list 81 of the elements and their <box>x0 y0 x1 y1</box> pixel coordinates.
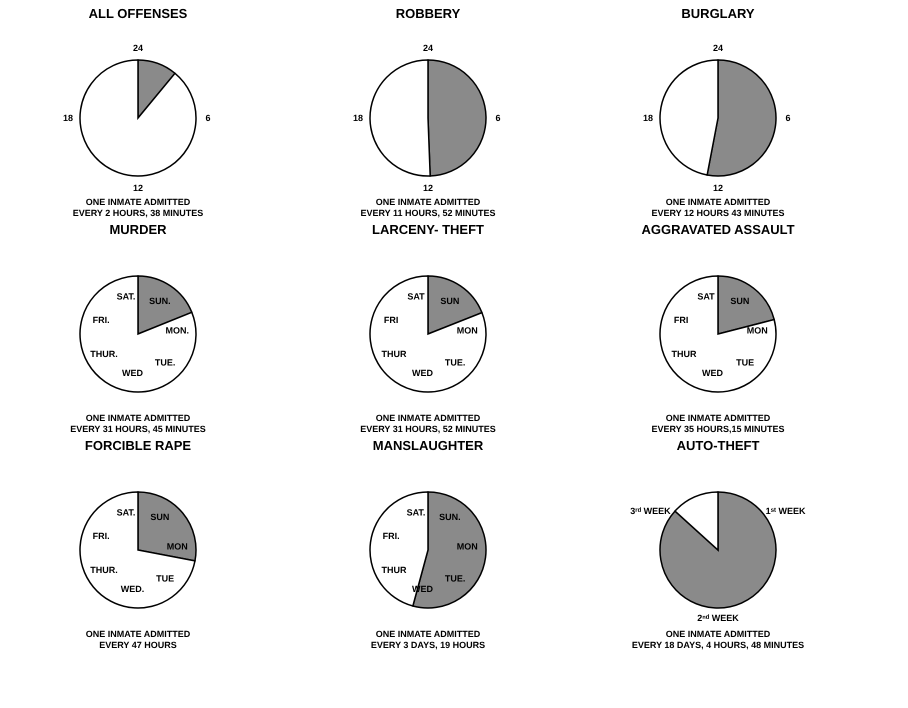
text: TUE <box>156 574 174 584</box>
text: FRI. <box>382 530 400 541</box>
text: SUN. <box>439 512 461 522</box>
text: ONE INMATE ADMITTED <box>86 629 191 639</box>
pie-slice <box>79 491 196 609</box>
chart-title: AUTO-THEFT <box>676 438 760 453</box>
text: THUR <box>382 565 408 576</box>
text: FRI. <box>92 314 110 325</box>
text: MON <box>456 326 478 336</box>
text: 6 <box>205 113 211 123</box>
pie-slice <box>79 59 197 177</box>
text: TUE. <box>154 358 176 368</box>
chart-title: ROBBERY <box>396 6 461 21</box>
text: 2ⁿᵈ WEEK <box>697 613 740 623</box>
text: 24 <box>132 43 144 53</box>
text: SUN <box>440 296 460 306</box>
text: 24 <box>422 43 434 53</box>
text: MON. <box>166 326 190 336</box>
text: 18 <box>62 113 74 123</box>
text: ONE INMATE ADMITTED <box>666 413 771 423</box>
chart-title: AGGRAVATED ASSAULT <box>641 222 795 237</box>
pie-slice <box>659 275 777 393</box>
text: SAT. <box>406 507 426 518</box>
text: SAT. <box>116 507 136 518</box>
text: MON <box>746 326 768 336</box>
pie-slice <box>79 275 197 393</box>
text: 3ʳᵈ WEEK <box>630 506 672 516</box>
text: TUE. <box>444 358 466 368</box>
text: 12 <box>132 183 144 193</box>
text: WED. <box>120 584 144 594</box>
text: 12 <box>712 183 724 193</box>
text: EVERY 12 HOURS 43 MINUTES <box>651 208 785 218</box>
text: ONE INMATE ADMITTED <box>376 413 481 423</box>
text: EVERY 2 HOURS, 38 MINUTES <box>72 208 204 218</box>
chart-title: MANSLAUGHTER <box>372 438 484 453</box>
pie-slice <box>369 275 487 393</box>
text: WED <box>122 368 144 378</box>
chart-title: ALL OFFENSES <box>88 6 188 21</box>
text: MON <box>456 542 478 552</box>
text: FRI <box>384 314 398 325</box>
text: ONE INMATE ADMITTED <box>86 197 191 207</box>
text: SAT <box>407 291 426 302</box>
text: 12 <box>422 183 434 193</box>
chart-title: FORCIBLE RAPE <box>84 438 192 453</box>
text: ONE INMATE ADMITTED <box>376 197 481 207</box>
text: SUN <box>150 512 170 522</box>
text: MON <box>166 542 188 552</box>
text: EVERY 35 HOURS,15 MINUTES <box>651 424 785 434</box>
text: TUE. <box>444 574 466 584</box>
text: ONE INMATE ADMITTED <box>86 413 191 423</box>
text: SUN <box>730 296 750 306</box>
text: THUR <box>672 349 698 360</box>
text: EVERY 11 HOURS, 52 MINUTES <box>360 208 496 218</box>
text: EVERY 31 HOURS, 45 MINUTES <box>70 424 206 434</box>
text: FRI <box>674 314 688 325</box>
text: ONE INMATE ADMITTED <box>666 197 771 207</box>
text: 6 <box>785 113 791 123</box>
text: EVERY 3 DAYS, 19 HOURS <box>370 640 486 650</box>
chart-title: LARCENY- THEFT <box>372 222 484 237</box>
text: 1ˢᵗ WEEK <box>766 506 806 516</box>
text: ONE INMATE ADMITTED <box>666 629 771 639</box>
text: FRI. <box>92 530 110 541</box>
text: WED <box>702 368 724 378</box>
text: EVERY 31 HOURS, 52 MINUTES <box>360 424 496 434</box>
text: 6 <box>495 113 501 123</box>
text: 24 <box>712 43 724 53</box>
text: ONE INMATE ADMITTED <box>376 629 481 639</box>
text: SUN. <box>149 296 171 306</box>
text: SAT. <box>116 291 136 302</box>
text: EVERY 18 DAYS, 4 HOURS, 48 MINUTES <box>632 640 804 650</box>
chart-title: MURDER <box>109 222 168 237</box>
text: EVERY 47 HOURS <box>99 640 177 650</box>
text: THUR. <box>90 349 118 360</box>
text: THUR. <box>90 565 118 576</box>
text: 18 <box>352 113 364 123</box>
text: SAT <box>697 291 716 302</box>
text: THUR <box>382 349 408 360</box>
chart-title: BURGLARY <box>681 6 755 21</box>
text: TUE <box>736 358 754 368</box>
text: 18 <box>642 113 654 123</box>
text: WED <box>412 368 434 378</box>
